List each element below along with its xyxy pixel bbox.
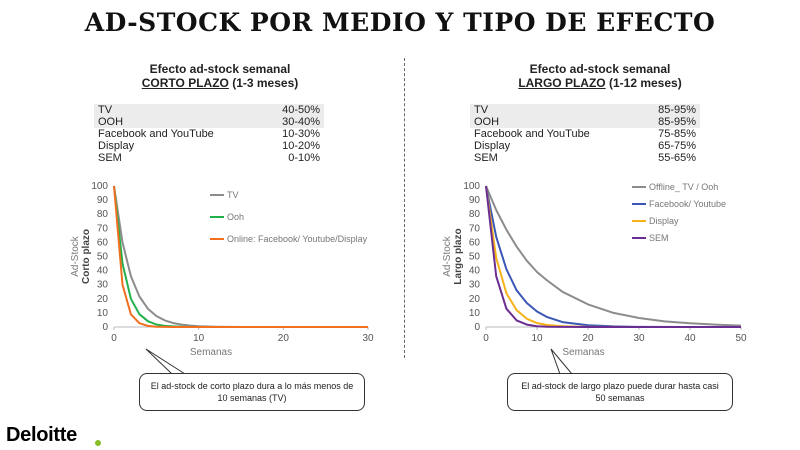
x-tick-label: 20 [582,333,594,344]
x-tick-label: 30 [362,333,374,344]
y-tick-label: 10 [469,308,481,319]
y-tick-label: 0 [474,322,480,333]
short-term-callout: El ad-stock de corto plazo dura a lo más… [139,373,365,411]
table-row: Facebook and YouTube 10-30% [98,128,320,140]
legend-label: Offline_ TV / Ooh [649,182,718,192]
page-title: AD-STOCK POR MEDIO Y TIPO DE EFECTO [84,8,716,37]
y-tick-label: 10 [97,308,109,319]
x-tick-label: 30 [633,333,645,344]
y-tick-label: 90 [469,195,481,206]
y-tick-label: 30 [469,280,481,291]
short-term-chart: 0 10 20 30 40 50 60 70 80 90 100 0 10 20 30 Semanas Ad-S… [70,181,374,358]
y-tick-label: 100 [91,181,108,192]
x-tick-label: 0 [111,333,117,344]
y-tick-label: 30 [97,280,109,291]
y-tick-label: 20 [97,294,109,305]
y-tick-label: 60 [97,237,109,248]
long-term-subheading: LARGO PLAZO (1-12 meses) [420,76,780,91]
long-term-panel: Efecto ad-stock semanal LARGO PLAZO (1-1… [420,62,780,412]
table-row: OOH 85-95% [470,116,700,128]
table-row: TV 85-95% [470,104,700,116]
legend-label: TV [227,190,239,200]
x-axis-label: Semanas [562,347,604,358]
legend-label: SEM [649,233,669,243]
y-tick-label: 70 [469,223,481,234]
long-term-heading: Efecto ad-stock semanal [529,62,671,76]
short-term-heading: Efecto ad-stock semanal [149,62,291,76]
y-tick-label: 50 [97,252,109,263]
y-tick-label: 90 [97,195,109,206]
short-term-subheading: CORTO PLAZO (1-3 meses) [40,76,400,91]
long-term-chart: 0 10 20 30 40 50 60 70 80 90 100 0 10 20 30 40 50 Semanas… [442,181,747,358]
y-tick-label: 80 [469,209,481,220]
table-row: SEM 55-65% [474,152,696,164]
x-tick-label: 50 [735,333,747,344]
table-row: SEM 0-10% [98,152,320,164]
y-tick-label: 20 [469,294,481,305]
y-tick-label: 70 [97,223,109,234]
legend-label: Online: Facebook/ Youtube/Display [227,234,368,244]
short-term-panel: Efecto ad-stock semanal CORTO PLAZO (1-3… [40,62,400,412]
short-term-range: (1-3 meses) [228,76,299,90]
series-line [113,185,368,328]
legend-label: Ooh [227,212,244,222]
y-axis-label: Ad-Stock [70,235,81,277]
y-axis-label-sub: Largo plazo [453,228,464,284]
x-tick-label: 20 [278,333,290,344]
legend-label: Facebook/ Youtube [649,199,726,209]
legend-label: Display [649,216,679,226]
deloitte-logo-dot [95,440,101,446]
x-tick-label: 40 [684,333,696,344]
y-tick-label: 40 [97,266,109,277]
short-term-table: TV 40-50% OOH 30-40% Facebook and YouTube 1… [94,104,324,164]
table-row: Facebook and YouTube 75-85% [474,128,696,140]
table-row: OOH 30-40% [94,116,324,128]
y-tick-label: 0 [102,322,108,333]
deloitte-logo: Deloitte [6,424,77,446]
long-term-range: (1-12 meses) [605,76,682,90]
series-line [485,185,741,328]
short-term-label: CORTO PLAZO [141,76,229,90]
long-term-label: LARGO PLAZO [518,76,606,90]
y-tick-label: 50 [469,252,481,263]
y-tick-label: 60 [469,237,481,248]
x-axis-label: Semanas [190,347,232,358]
x-tick-label: 10 [193,333,205,344]
y-axis-label: Ad-Stock [442,235,453,277]
y-axis-label-sub: Corto plazo [81,229,92,284]
panel-divider [404,58,405,358]
table-row: Display 65-75% [474,140,696,152]
series-line [485,185,742,327]
y-tick-label: 80 [97,209,109,220]
long-term-callout: El ad-stock de largo plazo puede durar h… [507,373,733,411]
long-term-table: TV 85-95% OOH 85-95% Facebook and YouTube 7… [470,104,700,164]
table-row: TV 40-50% [94,104,324,116]
x-tick-label: 0 [483,333,489,344]
y-tick-label: 100 [463,181,480,192]
y-tick-label: 40 [469,266,481,277]
x-tick-label: 10 [531,333,543,344]
table-row: Display 10-20% [98,140,320,152]
